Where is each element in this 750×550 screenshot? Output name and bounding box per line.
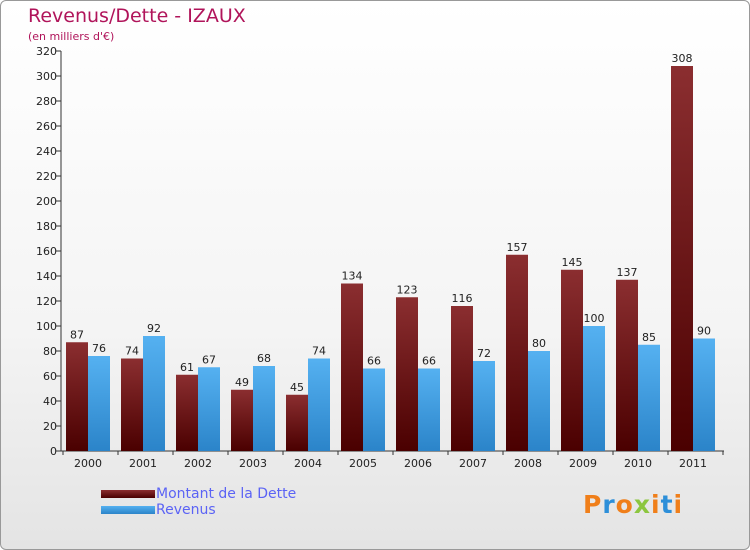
y-tick-label: 80	[43, 345, 57, 358]
y-tick-label: 0	[50, 445, 57, 458]
data-label-revenus: 92	[147, 322, 161, 335]
x-tick-label: 2011	[679, 457, 707, 470]
x-tick-label: 2008	[514, 457, 542, 470]
proxiti-logo: Proxiti	[583, 490, 683, 519]
bar-revenus	[88, 356, 110, 451]
bar-revenus	[693, 338, 715, 451]
data-label-revenus: 85	[642, 331, 656, 344]
y-tick-label: 40	[43, 395, 57, 408]
data-label-dette: 61	[180, 361, 194, 374]
bar-dette	[671, 66, 693, 451]
bar-dette	[396, 297, 418, 451]
logo-letter: t	[660, 490, 674, 519]
x-tick-label: 2009	[569, 457, 597, 470]
data-label-dette: 49	[235, 376, 249, 389]
x-tick-label: 2006	[404, 457, 432, 470]
chart-title: Revenus/Dette - IZAUX	[28, 5, 246, 27]
data-label-revenus: 66	[422, 355, 436, 368]
data-label-revenus: 66	[367, 355, 381, 368]
y-tick-label: 100	[36, 320, 57, 333]
bar-dette	[506, 254, 528, 451]
y-tick-label: 220	[36, 170, 57, 183]
bar-revenus	[143, 336, 165, 451]
data-label-dette: 134	[342, 270, 363, 283]
x-tick-label: 2000	[74, 457, 102, 470]
logo-letter: i	[651, 490, 661, 519]
bar-revenus	[528, 351, 550, 451]
bar-revenus	[418, 368, 440, 451]
chart-subtitle: (en milliers d'€)	[28, 30, 115, 43]
bar-revenus	[308, 358, 330, 451]
y-tick-label: 300	[36, 70, 57, 83]
data-label-revenus: 76	[92, 342, 106, 355]
logo-letter: x	[633, 490, 651, 519]
data-label-dette: 137	[617, 266, 638, 279]
data-label-dette: 116	[452, 292, 473, 305]
bar-dette	[451, 306, 473, 451]
logo-letter: i	[673, 490, 684, 519]
bar-dette	[66, 342, 88, 451]
y-tick-label: 280	[36, 95, 57, 108]
chart-legend: Montant de la Dette Revenus	[101, 486, 361, 519]
y-tick-label: 60	[43, 370, 57, 383]
legend-label-revenus: Revenus	[156, 502, 216, 518]
data-label-revenus: 67	[202, 353, 216, 366]
bar-dette	[561, 269, 583, 451]
data-label-dette: 123	[397, 283, 418, 296]
data-label-revenus: 74	[312, 345, 326, 358]
x-tick-label: 2005	[349, 457, 377, 470]
data-label-dette: 145	[562, 256, 583, 269]
y-tick-label: 20	[43, 420, 57, 433]
logo-letter: P	[583, 490, 603, 519]
bar-revenus	[363, 368, 385, 451]
bar-dette	[341, 283, 363, 451]
bar-dette	[231, 389, 253, 451]
y-tick-label: 260	[36, 120, 57, 133]
logo-letter: r	[602, 490, 616, 519]
data-label-dette: 74	[125, 345, 139, 358]
data-label-revenus: 80	[532, 337, 546, 350]
bar-revenus	[638, 344, 660, 451]
bar-dette	[121, 358, 143, 451]
y-tick-label: 140	[36, 270, 57, 283]
legend-swatch-revenus	[101, 506, 155, 514]
data-label-dette: 308	[672, 52, 693, 65]
legend-item-revenus: Revenus	[101, 502, 361, 519]
logo-letter: o	[615, 490, 634, 519]
y-tick-label: 240	[36, 145, 57, 158]
x-tick-label: 2001	[129, 457, 157, 470]
legend-label-dette: Montant de la Dette	[156, 486, 297, 502]
x-tick-label: 2002	[184, 457, 212, 470]
bar-revenus	[473, 361, 495, 451]
bar-dette	[616, 279, 638, 451]
data-label-dette: 157	[507, 241, 528, 254]
bar-revenus	[583, 326, 605, 451]
y-tick-label: 200	[36, 195, 57, 208]
x-tick-label: 2003	[239, 457, 267, 470]
y-tick-label: 180	[36, 220, 57, 233]
legend-swatch-dette	[101, 490, 155, 498]
x-tick-label: 2007	[459, 457, 487, 470]
data-label-revenus: 72	[477, 347, 491, 360]
bar-dette	[176, 374, 198, 451]
chart-axes: 0 20 40 60 80 100 120 140 160 180 200 220 240 260 280 3…	[36, 45, 724, 470]
bar-revenus	[198, 367, 220, 451]
x-tick-label: 2004	[294, 457, 322, 470]
chart-bars	[66, 66, 715, 451]
legend-item-dette: Montant de la Dette	[101, 486, 361, 503]
y-tick-label: 320	[36, 45, 57, 58]
chart-data-labels: 87 76 74 92 61 67 49 68 45 74 134 66 123 66 116 72 157 80…	[70, 52, 711, 394]
data-label-dette: 45	[290, 381, 304, 394]
y-tick-label: 120	[36, 295, 57, 308]
y-tick-label: 160	[36, 245, 57, 258]
bar-dette	[286, 394, 308, 451]
data-label-revenus: 100	[584, 312, 605, 325]
data-label-revenus: 90	[697, 325, 711, 338]
x-tick-label: 2010	[624, 457, 652, 470]
bar-revenus	[253, 366, 275, 451]
data-label-dette: 87	[70, 328, 84, 341]
data-label-revenus: 68	[257, 352, 271, 365]
